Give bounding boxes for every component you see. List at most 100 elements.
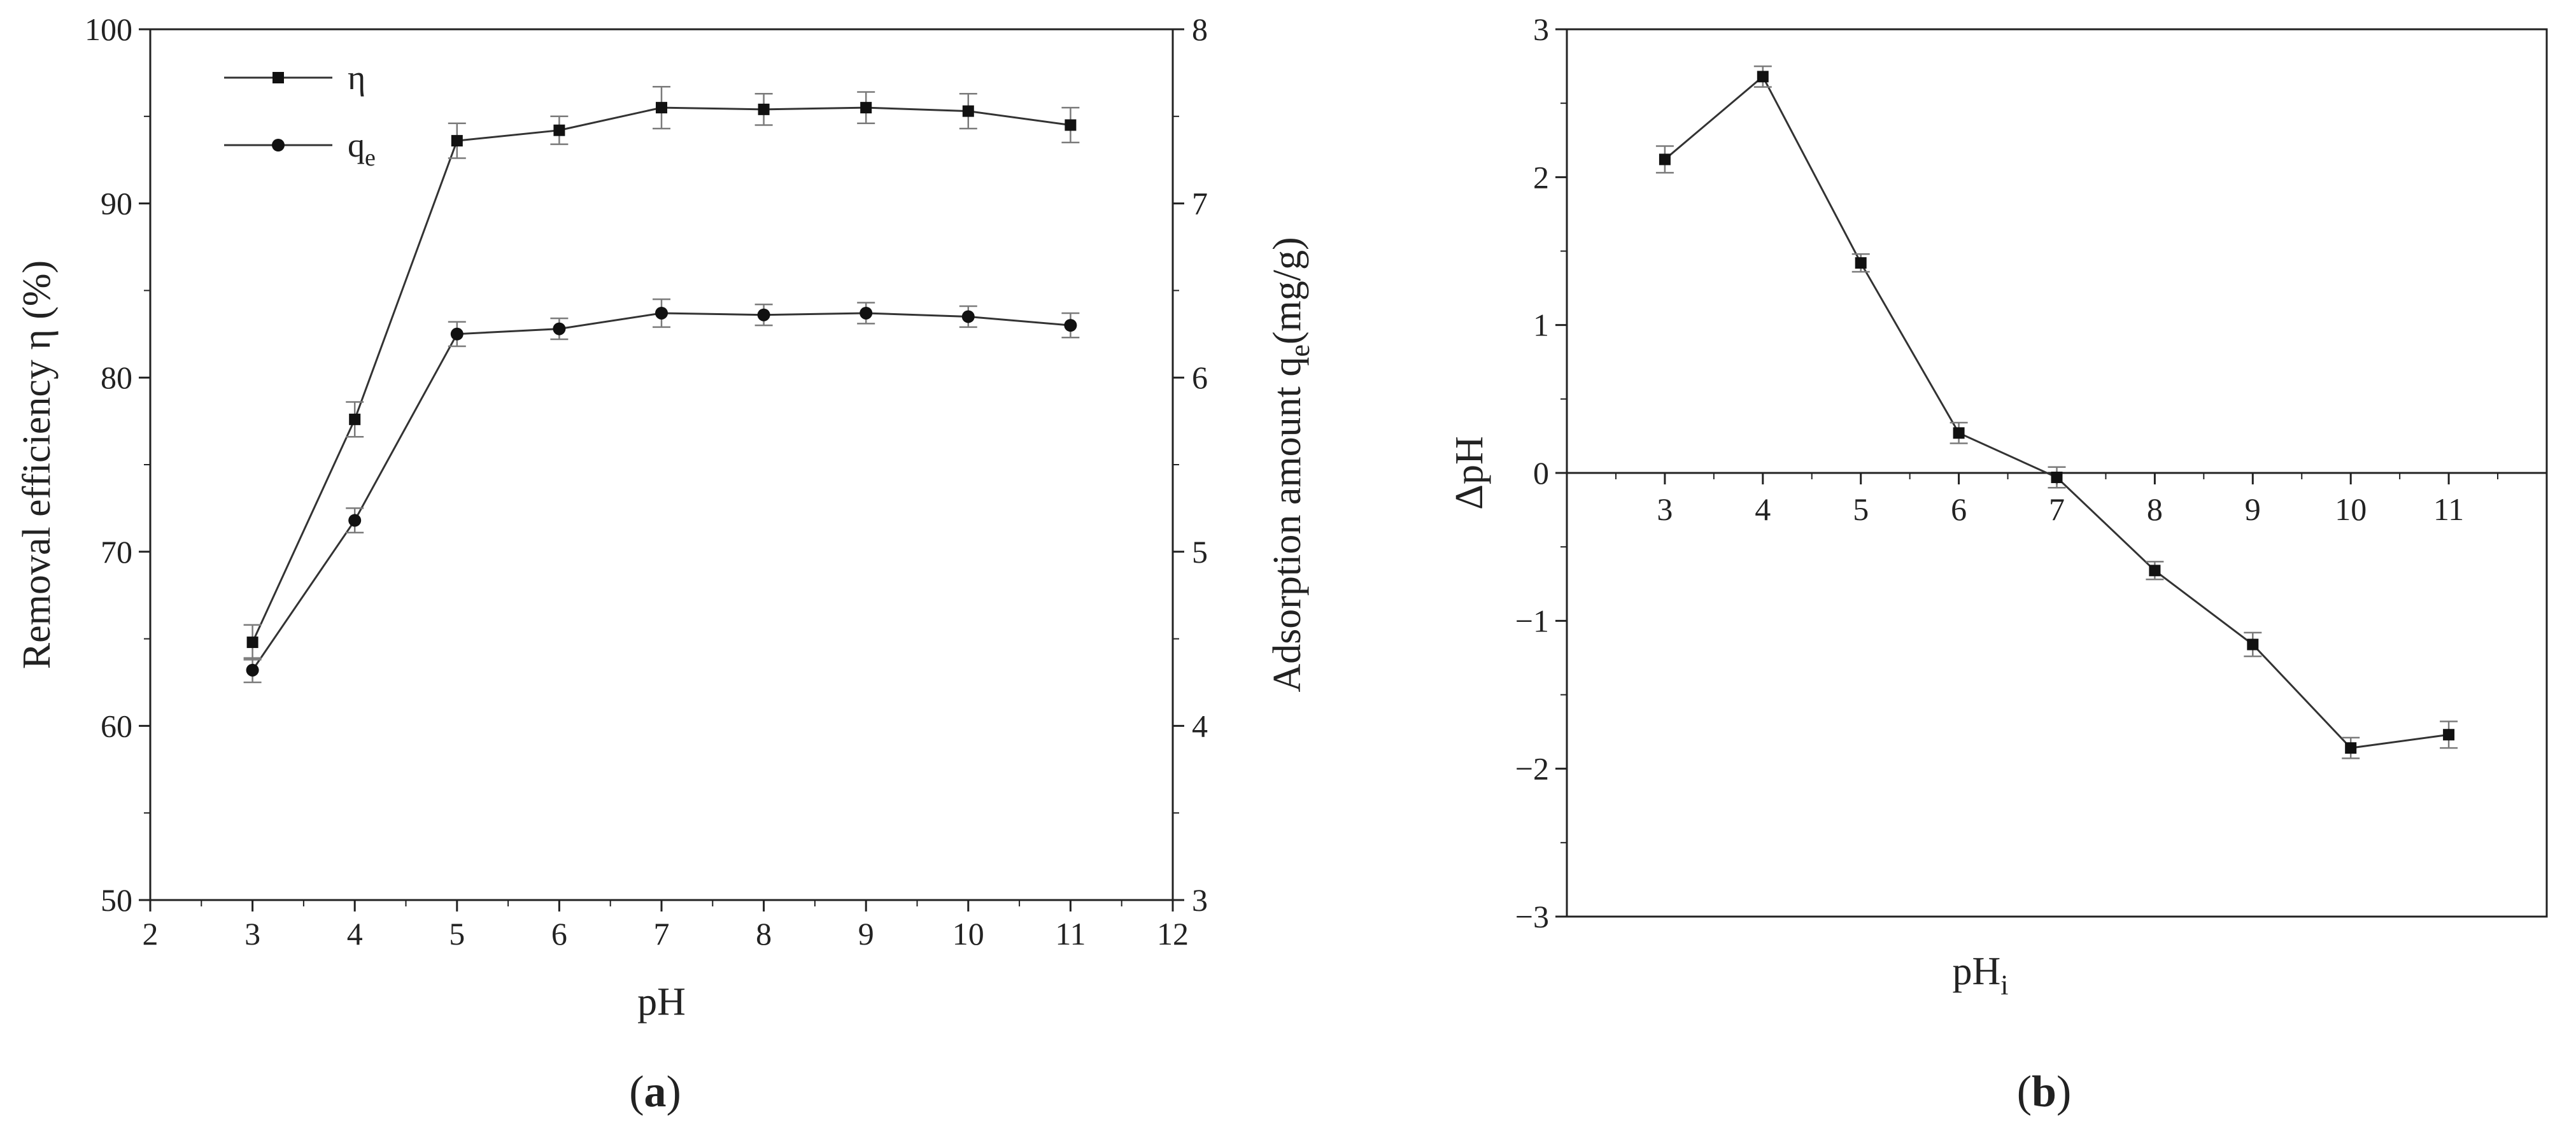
data-point-dph	[2345, 742, 2357, 754]
data-point-qe	[655, 306, 668, 320]
chart-panel-b: 3 4 5 6 7 8 9 10 11 −3 −2 −1 0 1 2 3 pHi ΔpH (b)	[1448, 11, 2548, 1116]
x-axis-label-b: pHi	[1952, 950, 2008, 1001]
x-tick-label-a: 5	[449, 916, 465, 952]
y-tick-label-right-a: 7	[1192, 186, 1208, 222]
data-point-qe	[757, 308, 770, 321]
data-point-dph	[1953, 427, 1965, 439]
x-tick-label-b: 3	[1657, 491, 1673, 527]
caption-letter-b: b	[2032, 1067, 2056, 1116]
y-axis-label-left-a: Removal efficiency η (%)	[15, 260, 59, 669]
caption-close-b: )	[2056, 1067, 2071, 1116]
data-point-qe	[553, 322, 566, 335]
y-tick-label-b: 2	[1533, 159, 1549, 195]
y-tick-label-right-a: 3	[1192, 882, 1208, 918]
x-tick-label-b: 9	[2245, 491, 2261, 527]
y-tick-label-right-a: 4	[1192, 708, 1208, 743]
data-point-eta	[451, 135, 463, 147]
y-tick-label-left-a: 60	[101, 708, 132, 743]
y-tick-label-left-a: 80	[101, 360, 132, 395]
y-tick-label-right-a: 6	[1192, 360, 1208, 395]
series-line-qe	[251, 312, 1071, 671]
data-point-qe	[961, 310, 975, 323]
y-tick-label-right-a: 8	[1192, 11, 1208, 47]
caption-open-a: (	[629, 1067, 644, 1116]
legend-a: ηqe	[224, 59, 376, 171]
data-point-qe	[246, 663, 259, 677]
data-point-eta	[1065, 119, 1077, 131]
y-tick-label-b: −1	[1515, 603, 1549, 638]
y-tick-label-b: 3	[1533, 11, 1549, 47]
y-axis-label-right-tail: (mg/g)	[1266, 237, 1309, 344]
caption-letter-a: a	[644, 1067, 667, 1116]
data-point-qe	[348, 514, 362, 527]
legend-marker-qe	[272, 139, 285, 151]
error-bars-a	[243, 86, 1080, 684]
series-lines-a	[251, 106, 1071, 671]
x-tick-label-a: 9	[858, 916, 874, 952]
data-markers-a	[246, 102, 1077, 677]
data-point-eta	[349, 413, 361, 425]
x-tick-label-b: 10	[2335, 491, 2367, 527]
y-axis-label-right-sub: e	[1284, 344, 1315, 357]
data-point-eta	[656, 102, 667, 114]
x-tick-label-b: 11	[2433, 491, 2464, 527]
x-tick-label-a: 2	[143, 916, 159, 952]
y-tick-label-left-a: 70	[101, 534, 132, 570]
x-tick-label-b: 4	[1755, 491, 1771, 527]
x-tick-label-a: 10	[952, 916, 984, 952]
x-tick-label-a: 3	[244, 916, 260, 952]
x-tick-label-b: 5	[1853, 491, 1869, 527]
legend-label-qe-main: q	[348, 126, 365, 164]
x-axis-label-a: pH	[637, 980, 686, 1024]
x-tick-label-a: 11	[1055, 916, 1086, 952]
x-axis-label-b-main: pH	[1952, 950, 2000, 993]
plot-frame-a	[149, 28, 1174, 901]
x-axis-label-b-sub: i	[2000, 969, 2008, 1001]
legend-label-qe: qe	[348, 126, 376, 171]
data-point-eta	[962, 105, 974, 117]
data-point-eta	[553, 124, 565, 136]
y-tick-label-left-a: 50	[101, 882, 132, 918]
data-point-qe	[1064, 319, 1077, 332]
data-point-dph	[2443, 729, 2455, 741]
data-point-dph	[1757, 71, 1769, 83]
y-tick-label-b: −2	[1515, 751, 1549, 787]
x-tick-label-a: 12	[1157, 916, 1189, 952]
x-tick-label-a: 7	[654, 916, 670, 952]
data-point-eta	[246, 637, 258, 649]
series-lines-b	[1664, 74, 2449, 749]
data-point-qe	[860, 306, 873, 320]
axis-ticks-a: 2 3 4 5 6 7 8 9 10 11 12 50 60 70 80 90 100 3 4 5 6 7 8	[85, 11, 1208, 952]
series-line-eta	[251, 106, 1071, 643]
x-tick-label-a: 4	[347, 916, 363, 952]
series-line-dph	[1664, 74, 2449, 749]
y-tick-label-right-a: 5	[1192, 534, 1208, 570]
caption-close-a: )	[667, 1067, 681, 1116]
legend-label-qe-sub: e	[365, 144, 376, 171]
y-axis-label-right-main: Adsorption amount q	[1266, 357, 1309, 693]
panel-caption-b: (b)	[2017, 1067, 2072, 1116]
x-tick-label-b: 7	[2049, 491, 2065, 527]
axis-ticks-b: 3 4 5 6 7 8 9 10 11 −3 −2 −1 0 1 2 3	[1515, 11, 2547, 934]
panel-caption-a: (a)	[629, 1067, 681, 1116]
data-point-dph	[2247, 638, 2259, 651]
data-point-dph	[2051, 471, 2063, 483]
x-tick-label-a: 6	[551, 916, 567, 952]
data-point-dph	[1659, 153, 1671, 165]
y-axis-label-right-a: Adsorption amount qe(mg/g)	[1266, 237, 1315, 692]
data-point-qe	[450, 327, 464, 341]
x-tick-label-b: 8	[2147, 491, 2163, 527]
data-point-eta	[758, 103, 770, 115]
y-tick-label-b: 1	[1533, 307, 1549, 343]
legend-label-eta: η	[348, 59, 365, 97]
data-point-eta	[860, 102, 872, 114]
x-tick-label-b: 6	[1951, 491, 1967, 527]
y-tick-label-left-a: 90	[101, 186, 132, 222]
x-tick-label-a: 8	[756, 916, 772, 952]
data-point-dph	[2149, 565, 2161, 577]
y-tick-label-b: 0	[1533, 455, 1549, 491]
data-markers-b	[1659, 71, 2455, 754]
error-bars-b	[1655, 65, 2458, 759]
